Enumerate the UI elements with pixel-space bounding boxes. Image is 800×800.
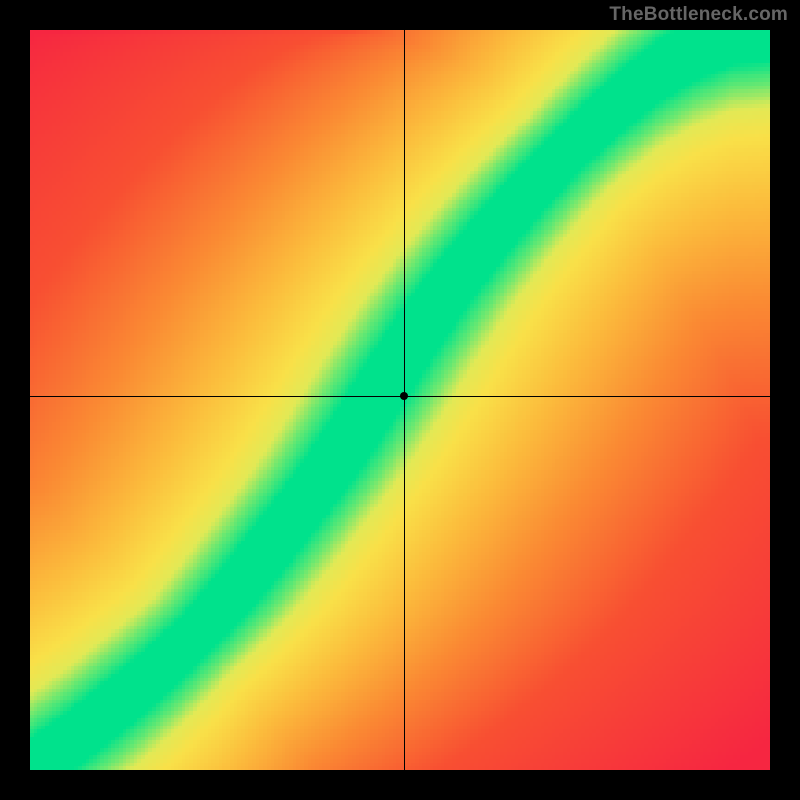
intersection-marker	[400, 392, 408, 400]
heatmap-plot	[30, 30, 770, 770]
watermark-text: TheBottleneck.com	[609, 4, 788, 26]
heatmap-canvas	[30, 30, 770, 770]
